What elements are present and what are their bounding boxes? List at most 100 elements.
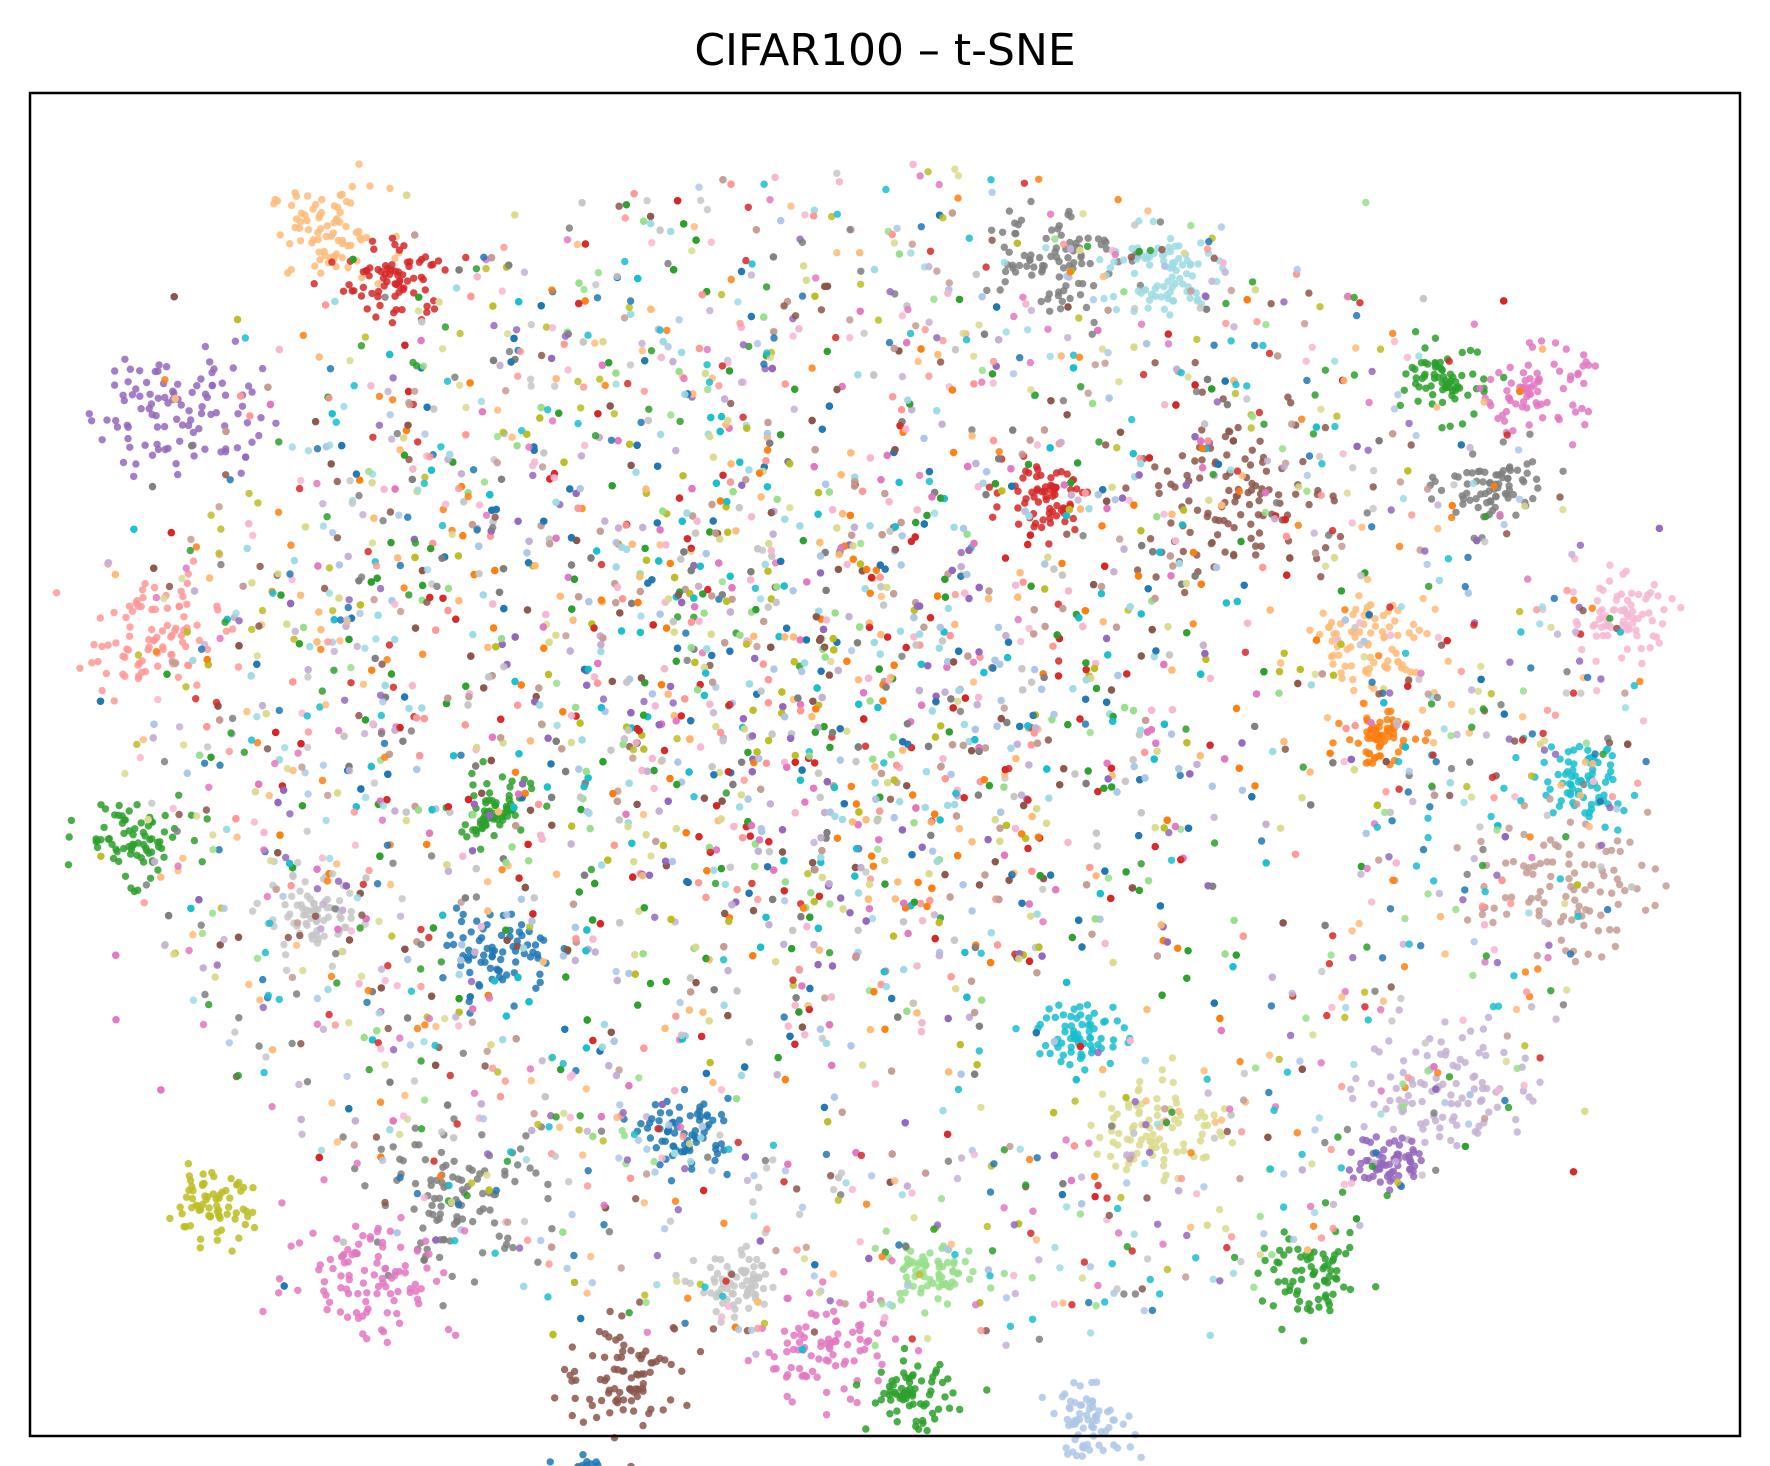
data-point xyxy=(850,1357,858,1365)
data-point xyxy=(235,1178,243,1187)
data-point xyxy=(936,1360,944,1369)
data-point xyxy=(229,364,237,372)
data-point xyxy=(1477,837,1485,846)
data-point xyxy=(1176,771,1184,780)
data-point xyxy=(1198,1130,1206,1138)
data-point xyxy=(128,391,137,399)
data-point xyxy=(1438,365,1446,374)
data-point xyxy=(629,754,637,762)
data-point xyxy=(412,1287,420,1295)
data-point xyxy=(486,964,495,972)
data-point xyxy=(1168,273,1176,281)
data-point xyxy=(948,1278,956,1286)
data-point xyxy=(228,1247,236,1255)
data-point xyxy=(1086,259,1094,268)
data-point xyxy=(1094,1041,1102,1049)
data-point xyxy=(399,271,407,279)
data-point xyxy=(421,286,429,294)
data-point xyxy=(1079,532,1087,540)
data-point xyxy=(656,1109,665,1117)
data-point xyxy=(1094,235,1103,243)
data-point xyxy=(1333,1267,1341,1275)
data-point xyxy=(1073,1452,1081,1460)
data-point xyxy=(1210,1111,1218,1119)
data-point xyxy=(437,1202,445,1210)
data-point xyxy=(363,1289,371,1297)
data-point xyxy=(1274,1278,1282,1286)
data-point xyxy=(1427,382,1435,390)
data-point xyxy=(1360,1122,1368,1131)
data-point xyxy=(1198,456,1206,464)
data-point xyxy=(1395,1096,1404,1104)
data-point xyxy=(1113,444,1121,452)
data-point xyxy=(597,560,606,569)
data-point xyxy=(121,872,130,880)
data-point xyxy=(1477,490,1485,498)
data-point xyxy=(1468,469,1476,477)
data-point xyxy=(457,917,466,926)
data-point xyxy=(1125,1412,1133,1420)
data-point xyxy=(705,1121,713,1129)
data-point xyxy=(1571,957,1580,966)
data-point xyxy=(411,1179,420,1188)
data-point xyxy=(780,1013,788,1021)
data-point xyxy=(1246,461,1255,469)
data-point xyxy=(1183,471,1191,480)
data-point xyxy=(278,1199,286,1207)
data-point xyxy=(1115,1129,1123,1138)
data-point xyxy=(1596,584,1604,592)
data-point xyxy=(198,858,206,866)
data-point xyxy=(401,1269,409,1277)
data-point xyxy=(129,831,137,839)
data-point xyxy=(599,695,608,703)
data-point xyxy=(1082,1395,1091,1403)
data-point xyxy=(795,1364,804,1373)
data-point xyxy=(118,819,127,827)
data-point xyxy=(388,319,397,327)
data-point xyxy=(754,895,762,904)
data-point xyxy=(579,1418,588,1426)
data-point xyxy=(1570,869,1579,877)
data-point xyxy=(1645,609,1653,617)
data-point xyxy=(1274,491,1283,499)
data-point xyxy=(1534,894,1542,902)
data-point xyxy=(1078,1020,1086,1029)
data-point xyxy=(336,208,344,217)
data-point xyxy=(949,1389,957,1397)
data-point xyxy=(108,840,116,848)
data-point xyxy=(619,1396,628,1404)
data-point xyxy=(709,709,718,717)
data-point xyxy=(1163,467,1172,475)
data-point xyxy=(1534,484,1542,492)
data-point xyxy=(1478,1096,1486,1104)
data-point xyxy=(772,1365,780,1373)
data-point xyxy=(224,1203,233,1211)
data-point xyxy=(1458,1094,1466,1102)
data-point xyxy=(985,483,994,491)
data-point xyxy=(330,219,338,227)
data-point xyxy=(1525,1093,1533,1101)
data-point xyxy=(1329,660,1337,668)
data-point xyxy=(977,949,985,957)
data-point xyxy=(1389,1125,1398,1134)
data-point xyxy=(880,1389,888,1398)
data-point xyxy=(1518,476,1527,484)
data-point xyxy=(1112,1162,1120,1170)
data-point xyxy=(1567,882,1575,891)
data-point xyxy=(1393,1150,1401,1158)
data-point xyxy=(147,848,156,856)
data-point xyxy=(807,1309,815,1318)
data-point xyxy=(1292,490,1300,498)
data-point xyxy=(179,592,187,601)
data-point xyxy=(1061,517,1069,526)
data-point xyxy=(1178,452,1187,460)
data-point xyxy=(1475,1049,1483,1057)
data-point xyxy=(1176,274,1184,283)
data-point xyxy=(142,378,151,387)
data-point xyxy=(1133,566,1142,574)
data-point xyxy=(1372,1133,1381,1141)
data-point xyxy=(786,504,794,512)
data-point xyxy=(283,765,292,773)
data-point xyxy=(1199,1154,1208,1162)
data-point xyxy=(1113,1110,1121,1118)
